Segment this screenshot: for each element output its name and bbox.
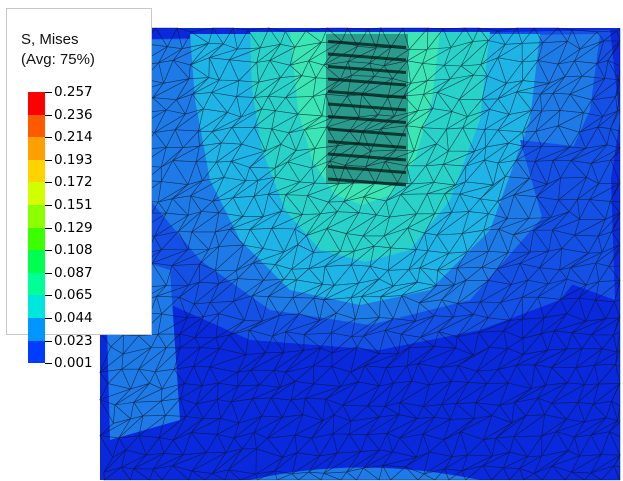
legend-swatch [28, 114, 45, 138]
legend-title-variable: S, Mises [21, 31, 79, 48]
legend-swatch [28, 159, 45, 183]
legend-tick-label: 0.257 [54, 84, 93, 100]
legend-tick-label: 0.214 [54, 129, 93, 146]
legend-tick [45, 340, 52, 342]
legend-tick-label: 0.193 [54, 151, 93, 168]
legend-tick [45, 363, 52, 365]
legend-tick-label: 0.087 [54, 264, 93, 281]
legend-tick-label: 0.172 [54, 174, 93, 191]
thread-ridge [328, 40, 406, 49]
legend-tick [45, 272, 52, 274]
legend-tick [45, 182, 52, 184]
legend-tick-label: 0.023 [54, 332, 93, 349]
legend-tick [45, 227, 52, 229]
thread-ridge [328, 102, 406, 112]
thread-ridge [328, 177, 406, 187]
legend-swatch [28, 205, 45, 228]
mesh-model [98, 27, 622, 481]
legend-tick-label: 0.044 [54, 310, 93, 326]
legend-tick [45, 318, 52, 319]
legend-tick [45, 159, 52, 161]
thread-ridge [328, 152, 406, 162]
legend-swatch [28, 250, 45, 273]
legend-tick [45, 92, 52, 93]
thread-ridge [328, 65, 406, 74]
legend-swatch [28, 137, 45, 160]
thread-ridge [328, 127, 406, 137]
legend-swatch [28, 318, 45, 341]
legend-swatch [28, 92, 45, 115]
legend-tick [45, 250, 52, 252]
legend-swatch [28, 182, 45, 205]
legend-tick [45, 137, 52, 139]
legend-panel: S, Mises (Avg: 75%) 0.257 0.236 0.214 0.193… [6, 8, 152, 370]
legend-swatch [28, 272, 45, 296]
legend-swatch [28, 227, 45, 251]
legend-tick [45, 295, 52, 297]
legend-tick-label: 0.065 [54, 287, 93, 304]
legend-title-averaging: (Avg: 75%) [21, 51, 95, 68]
stress-band-bottom-arc [250, 467, 480, 480]
legend-tick-label: 0.001 [54, 355, 93, 372]
legend-tick-label: 0.236 [54, 106, 93, 123]
thread-ridge [328, 140, 406, 149]
thread-ridge [328, 165, 406, 174]
legend-tick-label: 0.108 [54, 242, 93, 259]
legend-tick [45, 114, 52, 116]
thread-ridge [328, 90, 406, 99]
legend-tick [45, 205, 52, 206]
legend-tick-label: 0.129 [54, 219, 93, 236]
legend-swatch [28, 295, 45, 318]
legend-swatch [28, 340, 45, 364]
legend-tick-label: 0.151 [54, 197, 93, 213]
